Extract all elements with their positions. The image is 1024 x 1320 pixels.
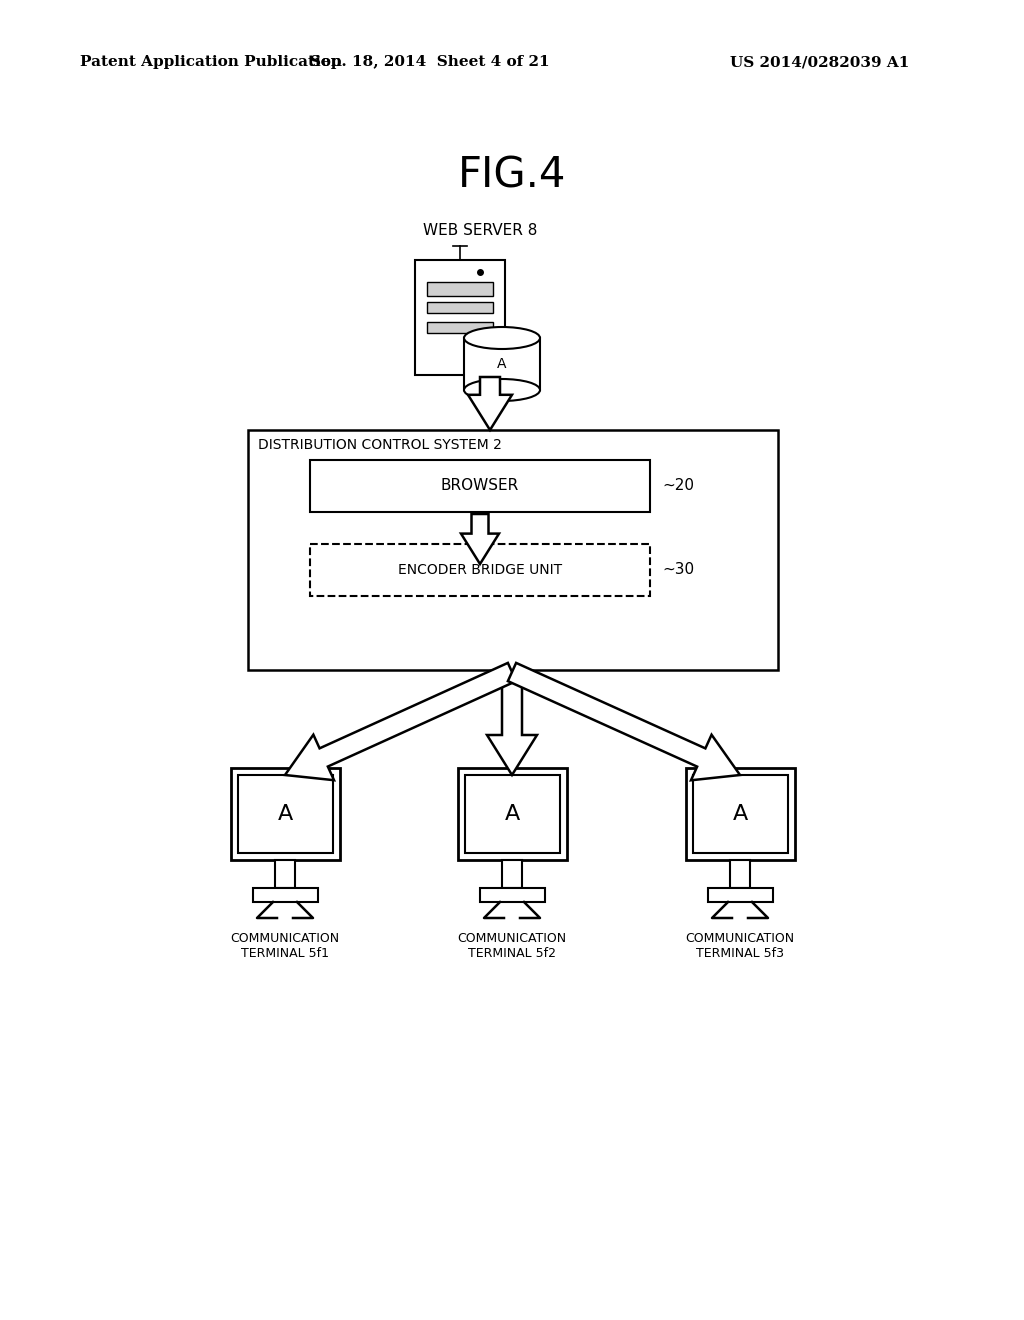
Bar <box>458 768 566 861</box>
Polygon shape <box>461 513 499 564</box>
Text: ~20: ~20 <box>662 479 694 494</box>
Text: US 2014/0282039 A1: US 2014/0282039 A1 <box>730 55 909 69</box>
Polygon shape <box>468 378 512 430</box>
Text: A: A <box>732 804 748 824</box>
Polygon shape <box>508 663 740 780</box>
Bar <box>253 888 317 902</box>
Text: COMMUNICATION
TERMINAL 5f3: COMMUNICATION TERMINAL 5f3 <box>685 932 795 960</box>
Bar <box>427 302 493 313</box>
Bar <box>427 322 493 333</box>
Bar <box>230 768 340 861</box>
Text: WEB SERVER 8: WEB SERVER 8 <box>423 223 538 238</box>
Text: ~30: ~30 <box>662 562 694 578</box>
Text: A: A <box>505 804 519 824</box>
Bar <box>730 861 750 888</box>
Polygon shape <box>487 672 537 775</box>
Bar <box>427 282 493 296</box>
Bar <box>310 459 650 512</box>
Bar <box>310 544 650 597</box>
Bar <box>275 861 295 888</box>
Bar <box>248 430 778 671</box>
Text: FIG.4: FIG.4 <box>458 154 566 195</box>
Text: Sep. 18, 2014  Sheet 4 of 21: Sep. 18, 2014 Sheet 4 of 21 <box>310 55 550 69</box>
Text: A: A <box>278 804 293 824</box>
Bar <box>502 861 522 888</box>
Bar <box>465 775 559 853</box>
Bar <box>708 888 772 902</box>
Text: DISTRIBUTION CONTROL SYSTEM 2: DISTRIBUTION CONTROL SYSTEM 2 <box>258 438 502 451</box>
Ellipse shape <box>464 379 540 401</box>
Text: ENCODER BRIDGE UNIT: ENCODER BRIDGE UNIT <box>398 564 562 577</box>
Text: Patent Application Publication: Patent Application Publication <box>80 55 342 69</box>
Bar <box>238 775 333 853</box>
Bar <box>464 338 540 389</box>
Text: A: A <box>498 356 507 371</box>
Ellipse shape <box>464 327 540 348</box>
Polygon shape <box>285 663 516 780</box>
Text: COMMUNICATION
TERMINAL 5f2: COMMUNICATION TERMINAL 5f2 <box>458 932 566 960</box>
Text: BROWSER: BROWSER <box>441 479 519 494</box>
Bar <box>692 775 787 853</box>
Bar <box>415 260 505 375</box>
Text: COMMUNICATION
TERMINAL 5f1: COMMUNICATION TERMINAL 5f1 <box>230 932 340 960</box>
Bar <box>685 768 795 861</box>
Bar <box>479 888 545 902</box>
